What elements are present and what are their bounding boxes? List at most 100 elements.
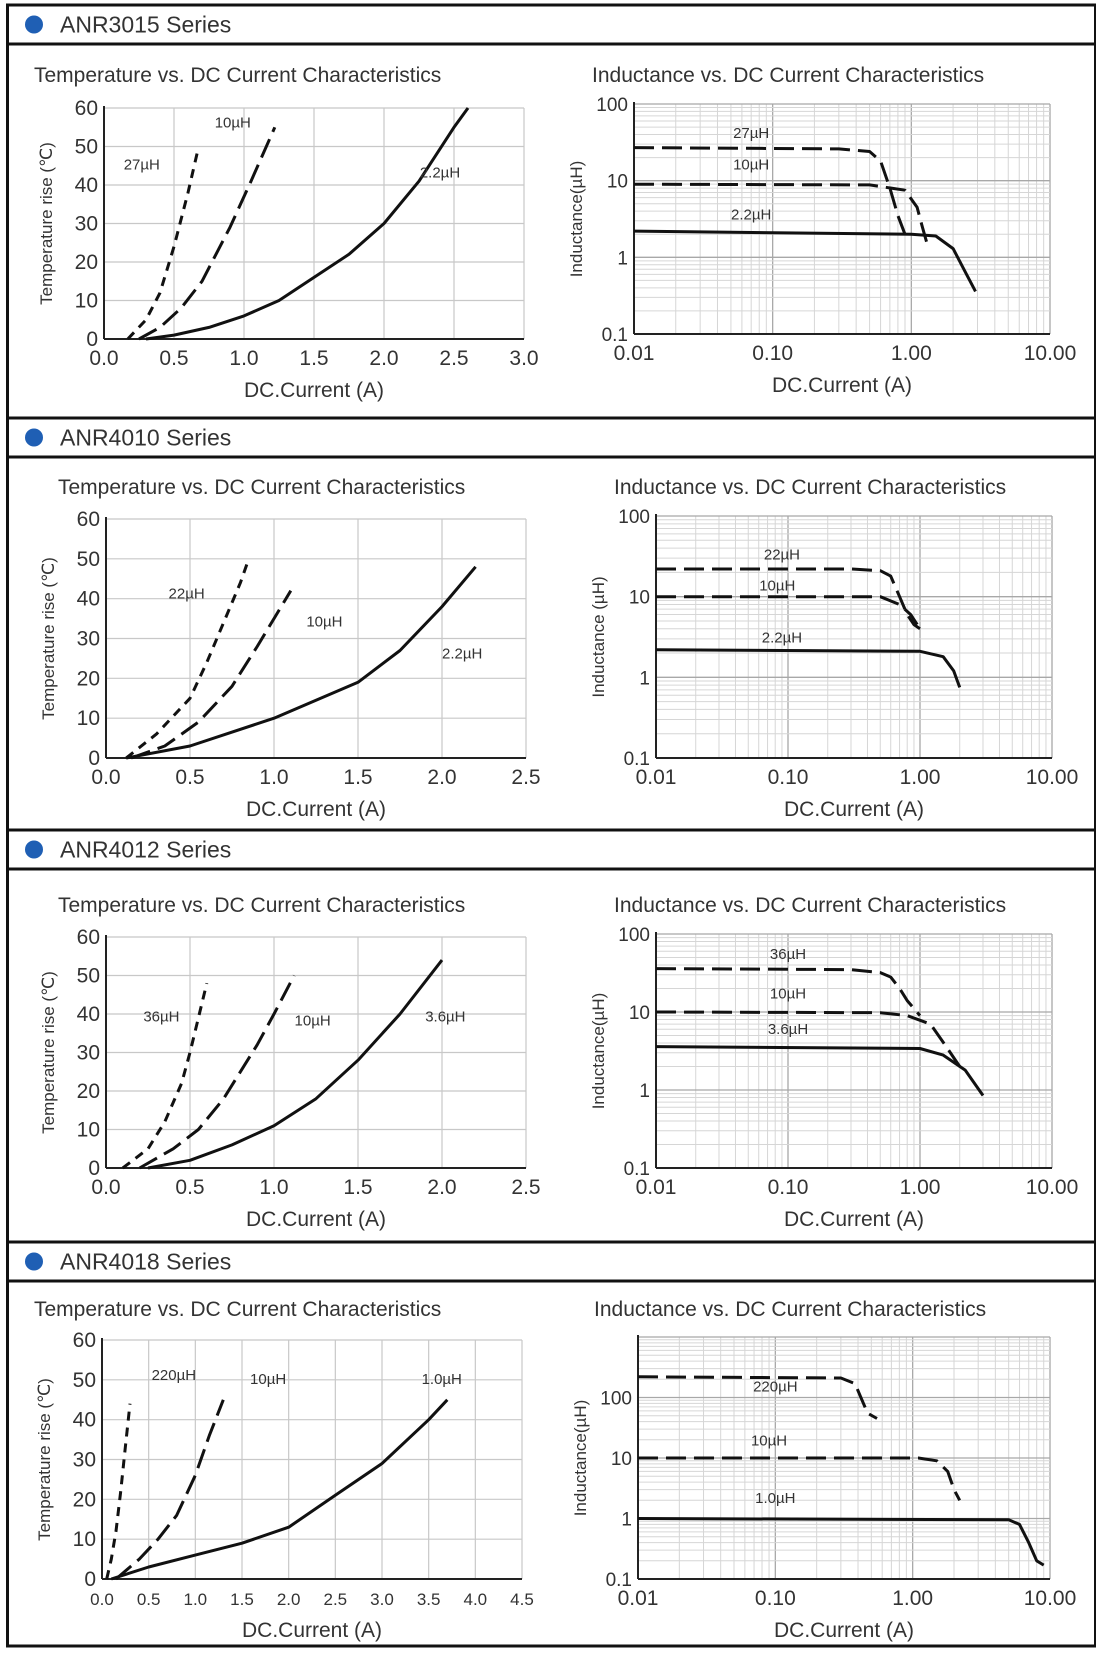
- chart-8: Inductance vs. DC Current Characteristic…: [571, 1298, 1076, 1642]
- y-tick-label: 100: [596, 95, 628, 116]
- section-bullet-icon: [25, 428, 43, 447]
- x-tick-label: 0.10: [768, 1176, 809, 1199]
- y-tick-label: 40: [75, 174, 98, 197]
- series-line: [633, 146, 907, 235]
- series-label: 10µH: [250, 1371, 286, 1388]
- x-tick-label: 1.00: [891, 342, 932, 365]
- y-tick-label: 0.1: [606, 1570, 632, 1591]
- series-line: [655, 967, 922, 1017]
- x-tick-label: 0.5: [137, 1590, 161, 1609]
- series-label: 36µH: [770, 946, 806, 963]
- series-line: [655, 648, 962, 688]
- section-bullet-icon: [25, 1252, 43, 1271]
- x-axis-label: DC.Current (A): [246, 798, 386, 821]
- y-tick-label: 60: [77, 508, 100, 531]
- x-axis-label: DC.Current (A): [242, 1619, 382, 1642]
- series-line: [145, 107, 470, 341]
- y-tick-label: 100: [618, 507, 650, 528]
- x-tick-label: 3.0: [370, 1590, 394, 1609]
- y-tick-label: 1: [617, 248, 628, 269]
- y-axis-label: Inductance(µH): [567, 161, 586, 278]
- series-line: [138, 974, 296, 1170]
- series-line: [637, 1517, 1045, 1567]
- x-tick-label: 1.0: [229, 347, 258, 370]
- y-tick-label: 30: [77, 1042, 100, 1065]
- section-title: ANR4010 Series: [60, 425, 231, 451]
- y-tick-label: 60: [75, 97, 98, 120]
- x-axis-label: DC.Current (A): [244, 379, 384, 402]
- series-label: 3.6µH: [768, 1021, 808, 1038]
- series-line: [633, 229, 977, 293]
- y-tick-label: 1: [621, 1510, 632, 1531]
- y-tick-label: 60: [73, 1329, 96, 1352]
- y-tick-label: 40: [77, 1003, 100, 1026]
- x-tick-label: 0.0: [91, 1176, 120, 1199]
- chart-title: Temperature vs. DC Current Characteristi…: [34, 1298, 441, 1321]
- series-label: 10µH: [770, 985, 806, 1002]
- series-line: [126, 149, 200, 341]
- y-axis-label: Temperature rise (℃): [37, 142, 56, 305]
- y-tick-label: 30: [75, 213, 98, 236]
- y-tick-label: 50: [75, 136, 98, 159]
- y-tick-label: 100: [600, 1389, 632, 1410]
- y-tick-label: 10: [611, 1449, 632, 1470]
- series-label: 22µH: [764, 546, 800, 563]
- series-label: 220µH: [753, 1379, 798, 1396]
- series-label: 10µH: [215, 114, 251, 131]
- y-tick-label: 0.1: [624, 1159, 650, 1180]
- x-tick-label: 4.5: [510, 1590, 534, 1609]
- x-tick-label: 0.10: [768, 766, 809, 789]
- series-label: 27µH: [733, 125, 769, 142]
- series-line: [138, 126, 277, 341]
- series-line: [655, 1045, 985, 1097]
- y-tick-label: 20: [77, 667, 100, 690]
- y-tick-label: 1: [639, 1081, 650, 1102]
- x-tick-label: 10.00: [1024, 1587, 1077, 1610]
- series-line: [656, 595, 922, 630]
- y-tick-label: 0: [88, 747, 100, 770]
- x-tick-label: 0.01: [636, 1176, 677, 1199]
- chart-title: Inductance vs. DC Current Characteristic…: [614, 894, 1006, 917]
- series-label: 2.2µH: [731, 207, 771, 224]
- series-label: 1.0µH: [755, 1490, 795, 1507]
- x-tick-label: 2.5: [511, 1176, 540, 1199]
- x-tick-label: 10.00: [1026, 766, 1079, 789]
- y-axis-label: Inductance(µH): [571, 1400, 590, 1517]
- series-label: 10µH: [759, 577, 795, 594]
- x-tick-label: 0.0: [90, 1590, 114, 1609]
- section-title: ANR4012 Series: [60, 837, 231, 863]
- x-tick-label: 1.00: [892, 1587, 933, 1610]
- y-axis-label: Inductance(µH): [589, 993, 608, 1110]
- y-tick-label: 60: [77, 926, 100, 949]
- y-tick-label: 30: [77, 628, 100, 651]
- y-tick-label: 0: [88, 1157, 100, 1180]
- y-tick-label: 10: [629, 588, 650, 609]
- x-tick-label: 2.0: [427, 766, 456, 789]
- x-tick-label: 3.5: [417, 1590, 441, 1609]
- x-tick-label: 1.0: [184, 1590, 208, 1609]
- x-tick-label: 2.5: [324, 1590, 348, 1609]
- y-tick-label: 10: [629, 1003, 650, 1024]
- chart-6: Inductance vs. DC Current Characteristic…: [589, 894, 1078, 1231]
- y-tick-label: 100: [618, 925, 650, 946]
- section-bullet-icon: [25, 840, 43, 859]
- y-tick-label: 10: [77, 1119, 100, 1142]
- series-line: [115, 1399, 225, 1581]
- series-line: [130, 589, 293, 760]
- chart-3: Temperature vs. DC Current Characteristi…: [39, 476, 541, 821]
- series-label: 27µH: [124, 157, 160, 174]
- series-line: [638, 1456, 962, 1502]
- x-axis-label: DC.Current (A): [246, 1208, 386, 1231]
- y-axis-label: Inductance (µH): [589, 576, 608, 697]
- y-tick-label: 50: [77, 548, 100, 571]
- x-tick-label: 2.5: [439, 347, 468, 370]
- y-axis-label: Temperature rise (℃): [39, 557, 58, 720]
- x-tick-label: 0.0: [89, 347, 118, 370]
- series-label: 2.2µH: [762, 630, 802, 647]
- x-tick-label: 0.5: [159, 347, 188, 370]
- x-tick-label: 0.10: [752, 342, 793, 365]
- chart-1: Temperature vs. DC Current Characteristi…: [34, 64, 539, 402]
- series-label: 10µH: [295, 1013, 331, 1030]
- series-line: [110, 1398, 449, 1581]
